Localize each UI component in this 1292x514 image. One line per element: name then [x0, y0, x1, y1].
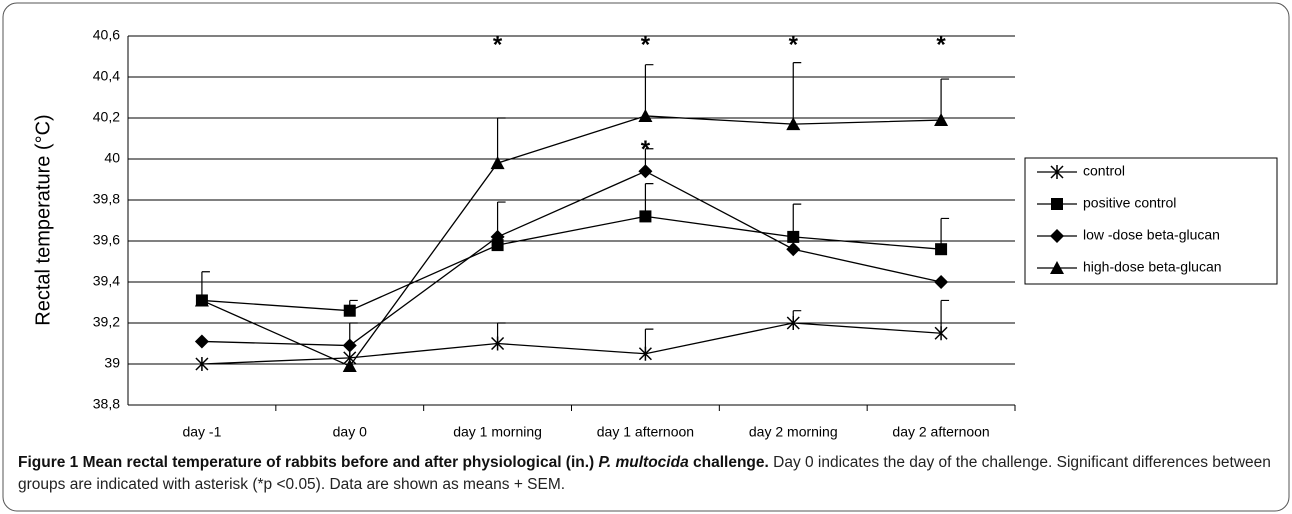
legend-marker	[1050, 229, 1064, 243]
marker	[194, 334, 209, 349]
y-tick-label: 39,6	[93, 232, 120, 248]
y-tick-label: 38,8	[93, 396, 120, 412]
caption-title: Mean rectal temperature of rabbits befor…	[82, 454, 595, 471]
y-tick-label: 40,2	[93, 109, 120, 125]
x-tick-label: day 2 morning	[749, 424, 838, 440]
error-bar	[792, 62, 802, 125]
series-line	[201, 322, 942, 365]
marker	[491, 239, 504, 252]
legend-box	[1024, 157, 1278, 285]
y-tick-label: 39	[104, 355, 120, 371]
x-tick-label: day 2 afternoon	[892, 424, 989, 440]
annotation: *	[641, 32, 651, 59]
marker	[934, 275, 949, 289]
y-tick-label: 39,2	[93, 314, 120, 330]
marker	[195, 357, 209, 371]
y-axis-label: Rectal temperature (°C)	[32, 114, 54, 325]
y-tick-label: 39,4	[93, 273, 120, 289]
marker	[342, 359, 357, 373]
legend-marker	[1050, 261, 1064, 274]
caption-label: Figure 1	[18, 454, 79, 471]
marker	[638, 164, 653, 179]
error-bar	[940, 78, 950, 121]
x-tick-label: day 1 morning	[453, 424, 542, 440]
marker	[934, 113, 949, 127]
marker	[343, 304, 356, 317]
legend-label: low -dose beta-glucan	[1083, 227, 1220, 243]
y-tick-label: 40	[104, 150, 120, 166]
caption-text: Day 0 indicates the day of the challenge…	[18, 454, 1271, 493]
marker	[934, 326, 948, 341]
error-bar	[496, 117, 506, 164]
marker	[639, 210, 652, 223]
legend-label: positive control	[1083, 195, 1176, 211]
marker	[786, 117, 801, 131]
legend-label: control	[1083, 163, 1125, 179]
x-tick-label: day 0	[333, 424, 367, 440]
x-tick-label: day 1 afternoon	[597, 424, 694, 440]
marker	[935, 243, 948, 256]
marker	[342, 338, 357, 353]
legend-marker	[1050, 165, 1064, 179]
marker	[638, 108, 653, 122]
series-line	[201, 170, 942, 347]
annotation: *	[789, 32, 799, 59]
legend-label: high-dose beta-glucan	[1083, 259, 1222, 275]
x-tick-label: day -1	[182, 424, 221, 440]
annotation: *	[936, 32, 946, 59]
marker	[194, 293, 209, 307]
legend-marker	[1051, 198, 1063, 210]
caption-title-end: challenge.	[693, 454, 769, 471]
y-tick-label: 40,6	[93, 27, 120, 43]
marker	[786, 242, 801, 257]
y-tick-label: 40,4	[93, 68, 120, 84]
marker	[786, 316, 800, 330]
error-bar	[644, 64, 654, 116]
annotation: *	[493, 32, 503, 59]
marker	[491, 336, 505, 351]
marker	[490, 156, 505, 170]
marker	[787, 230, 800, 243]
caption-organism: P. multocida	[598, 454, 689, 471]
caption: Figure 1 Mean rectal temperature of rabb…	[18, 452, 1278, 496]
marker	[490, 229, 505, 244]
y-tick-label: 39,8	[93, 191, 120, 207]
marker	[638, 346, 652, 361]
annotation: *	[641, 136, 651, 163]
series-line	[201, 115, 942, 367]
series-line	[201, 215, 942, 312]
